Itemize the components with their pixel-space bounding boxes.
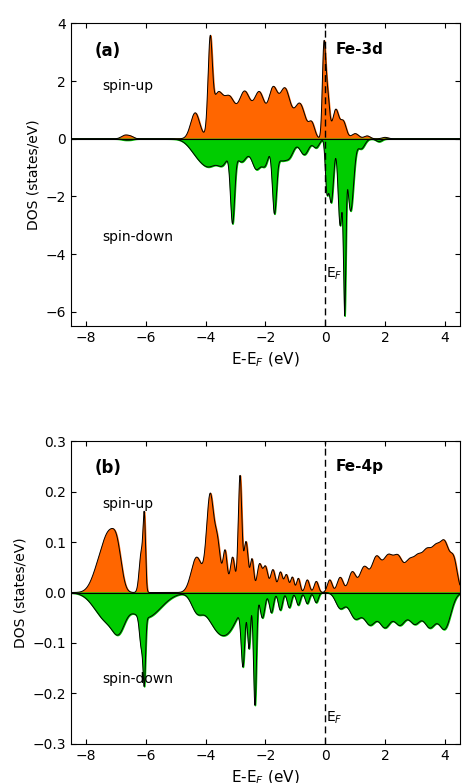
X-axis label: E-E$_F$ (eV): E-E$_F$ (eV) (231, 351, 300, 369)
Text: E$_F$: E$_F$ (326, 265, 342, 282)
Text: spin-down: spin-down (102, 673, 173, 687)
Text: (b): (b) (94, 460, 121, 478)
Y-axis label: DOS (states/eV): DOS (states/eV) (26, 120, 40, 230)
Y-axis label: DOS (states/eV): DOS (states/eV) (13, 537, 27, 648)
Text: Fe-4p: Fe-4p (336, 460, 383, 474)
Text: E$_F$: E$_F$ (326, 709, 342, 726)
Text: (a): (a) (94, 41, 120, 60)
Text: spin-up: spin-up (102, 79, 153, 93)
Text: spin-down: spin-down (102, 230, 173, 244)
Text: spin-up: spin-up (102, 496, 153, 511)
Text: Fe-3d: Fe-3d (336, 41, 383, 56)
X-axis label: E-E$_F$ (eV): E-E$_F$ (eV) (231, 768, 300, 783)
